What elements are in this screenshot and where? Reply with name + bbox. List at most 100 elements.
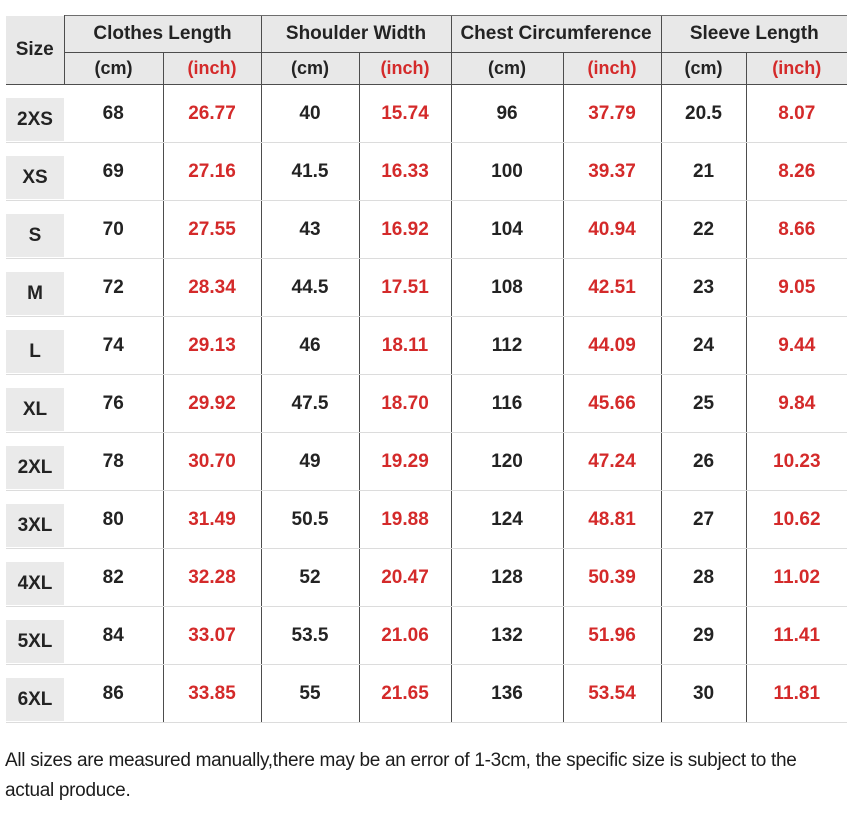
cm-value-cell: 21 xyxy=(660,142,747,201)
cm-value-cell: 40 xyxy=(260,84,359,143)
size-label-cell: XS xyxy=(6,142,64,201)
group-header-row: Size Clothes Length Shoulder Width Chest… xyxy=(6,15,848,85)
table-row: XL 76 29.92 47.5 18.70 116 45.66 25 9.84 xyxy=(6,374,848,433)
measurement-note: All sizes are measured manually,there ma… xyxy=(5,750,797,801)
size-badge: 2XL xyxy=(6,446,64,489)
size-badge: 4XL xyxy=(6,562,64,605)
inch-value-cell: 50.39 xyxy=(562,548,662,607)
cm-value-cell: 76 xyxy=(64,374,163,433)
size-column-header: Size xyxy=(6,15,65,85)
size-badge: S xyxy=(6,214,64,257)
units-header-row: (cm) (inch) (cm) (inch) (cm) (inch) (cm)… xyxy=(6,52,848,85)
inch-value-cell: 11.41 xyxy=(745,606,848,665)
inch-value-cell: 53.54 xyxy=(562,664,662,723)
cm-value-cell: 43 xyxy=(260,200,359,259)
inch-value-cell: 9.84 xyxy=(745,374,848,433)
inch-value-cell: 42.51 xyxy=(562,258,662,317)
size-label-cell: 3XL xyxy=(6,490,64,549)
inch-value-cell: 16.92 xyxy=(358,200,452,259)
size-badge: 2XS xyxy=(6,98,64,141)
inch-value-cell: 17.51 xyxy=(358,258,452,317)
cm-value-cell: 50.5 xyxy=(260,490,359,549)
inch-value-cell: 19.29 xyxy=(358,432,452,491)
inch-value-cell: 20.47 xyxy=(358,548,452,607)
cm-value-cell: 72 xyxy=(64,258,163,317)
inch-value-cell: 33.85 xyxy=(162,664,261,723)
cm-value-cell: 69 xyxy=(64,142,163,201)
inch-value-cell: 31.49 xyxy=(162,490,261,549)
cm-value-cell: 49 xyxy=(260,432,359,491)
cm-value-cell: 46 xyxy=(260,316,359,375)
cm-value-cell: 23 xyxy=(660,258,747,317)
table-row: 2XL 78 30.70 49 19.29 120 47.24 26 10.23 xyxy=(6,432,848,491)
size-label-cell: L xyxy=(6,316,64,375)
inch-value-cell: 9.05 xyxy=(745,258,848,317)
group-header-clothes-length: Clothes Length xyxy=(64,15,261,53)
table-row: L 74 29.13 46 18.11 112 44.09 24 9.44 xyxy=(6,316,848,375)
table-row: 3XL 80 31.49 50.5 19.88 124 48.81 27 10.62 xyxy=(6,490,848,549)
size-label-cell: M xyxy=(6,258,64,317)
inch-value-cell: 15.74 xyxy=(358,84,452,143)
cm-value-cell: 20.5 xyxy=(660,84,747,143)
cm-value-cell: 78 xyxy=(64,432,163,491)
size-label-cell: 5XL xyxy=(6,606,64,665)
cm-value-cell: 116 xyxy=(450,374,564,433)
inch-value-cell: 11.81 xyxy=(745,664,848,723)
cm-value-cell: 68 xyxy=(64,84,163,143)
cm-value-cell: 52 xyxy=(260,548,359,607)
inch-value-cell: 47.24 xyxy=(562,432,662,491)
unit-inch-header: (inch) xyxy=(162,52,261,85)
inch-value-cell: 48.81 xyxy=(562,490,662,549)
cm-value-cell: 24 xyxy=(660,316,747,375)
inch-value-cell: 8.26 xyxy=(745,142,848,201)
inch-value-cell: 28.34 xyxy=(162,258,261,317)
table-row: S 70 27.55 43 16.92 104 40.94 22 8.66 xyxy=(6,200,848,259)
size-badge: M xyxy=(6,272,64,315)
inch-value-cell: 21.06 xyxy=(358,606,452,665)
size-table-body: 2XS 68 26.77 40 15.74 96 37.79 20.5 8.07 XS 69 27.1… xyxy=(6,84,848,723)
size-badge: 5XL xyxy=(6,620,64,663)
inch-value-cell: 18.70 xyxy=(358,374,452,433)
unit-inch-header: (inch) xyxy=(745,52,848,85)
cm-value-cell: 112 xyxy=(450,316,564,375)
inch-value-cell: 40.94 xyxy=(562,200,662,259)
cm-value-cell: 124 xyxy=(450,490,564,549)
inch-value-cell: 16.33 xyxy=(358,142,452,201)
size-badge: 6XL xyxy=(6,678,64,721)
inch-value-cell: 44.09 xyxy=(562,316,662,375)
inch-value-cell: 21.65 xyxy=(358,664,452,723)
cm-value-cell: 30 xyxy=(660,664,747,723)
inch-value-cell: 18.11 xyxy=(358,316,452,375)
cm-value-cell: 82 xyxy=(64,548,163,607)
inch-value-cell: 26.77 xyxy=(162,84,261,143)
inch-value-cell: 37.79 xyxy=(562,84,662,143)
group-header-chest-circumference: Chest Circumference xyxy=(450,15,662,53)
cm-value-cell: 100 xyxy=(450,142,564,201)
size-badge: XL xyxy=(6,388,64,431)
cm-value-cell: 104 xyxy=(450,200,564,259)
inch-value-cell: 29.92 xyxy=(162,374,261,433)
group-header-shoulder-width: Shoulder Width xyxy=(260,15,452,53)
unit-cm-header: (cm) xyxy=(64,52,163,85)
cm-value-cell: 70 xyxy=(64,200,163,259)
size-label-cell: 2XL xyxy=(6,432,64,491)
table-row: 4XL 82 32.28 52 20.47 128 50.39 28 11.02 xyxy=(6,548,848,607)
inch-value-cell: 8.07 xyxy=(745,84,848,143)
size-label-cell: XL xyxy=(6,374,64,433)
inch-value-cell: 27.16 xyxy=(162,142,261,201)
inch-value-cell: 8.66 xyxy=(745,200,848,259)
size-badge: XS xyxy=(6,156,64,199)
table-row: M 72 28.34 44.5 17.51 108 42.51 23 9.05 xyxy=(6,258,848,317)
cm-value-cell: 128 xyxy=(450,548,564,607)
inch-value-cell: 32.28 xyxy=(162,548,261,607)
cm-value-cell: 132 xyxy=(450,606,564,665)
cm-value-cell: 80 xyxy=(64,490,163,549)
cm-value-cell: 25 xyxy=(660,374,747,433)
size-chart-table: Size Clothes Length Shoulder Width Chest… xyxy=(6,15,848,723)
cm-value-cell: 28 xyxy=(660,548,747,607)
inch-value-cell: 51.96 xyxy=(562,606,662,665)
size-label-cell: S xyxy=(6,200,64,259)
unit-cm-header: (cm) xyxy=(660,52,747,85)
group-header-sleeve-length: Sleeve Length xyxy=(660,15,848,53)
unit-cm-header: (cm) xyxy=(260,52,359,85)
